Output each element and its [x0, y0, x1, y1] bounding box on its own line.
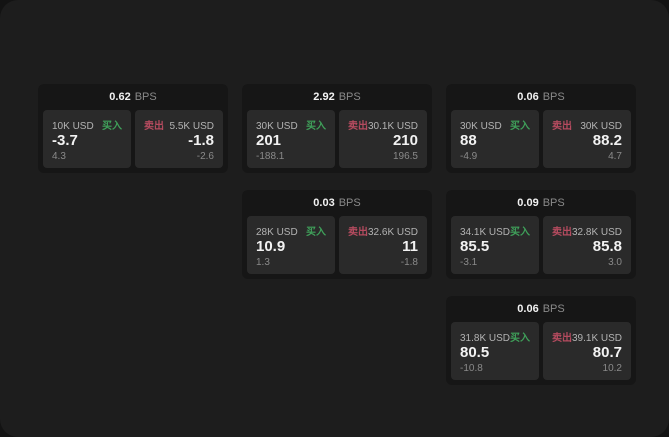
- buy-label: 买入: [510, 121, 530, 132]
- buy-amount: 30K USD: [256, 121, 298, 132]
- sell-amount: 32.8K USD: [571, 227, 623, 238]
- buy-sub-value: -3.1: [460, 257, 478, 268]
- bps-value: 0.06: [517, 303, 539, 315]
- buy-quote-tile[interactable]: 10K USD 买入 -3.7 4.3: [43, 110, 131, 168]
- sell-quote-tile[interactable]: 卖出 39.1K USD 80.7 10.2: [543, 322, 631, 380]
- card-header: 0.62 BPS: [38, 84, 228, 110]
- quote-card-2: 0.06 BPS 30K USD 买入 88 -4.9 卖出 30K USD: [446, 84, 636, 173]
- bps-value: 0.09: [517, 197, 539, 209]
- sell-label: 卖出: [552, 227, 572, 238]
- sell-label: 卖出: [348, 227, 368, 238]
- sell-sub-value: 196.5: [392, 151, 418, 162]
- sell-quote-tile[interactable]: 卖出 30K USD 88.2 4.7: [543, 110, 631, 168]
- sell-price: -1.8: [188, 132, 214, 150]
- buy-quote-tile[interactable]: 31.8K USD 买入 80.5 -10.8: [451, 322, 539, 380]
- buy-label: 买入: [102, 121, 122, 132]
- buy-sub-value: -188.1: [256, 151, 285, 162]
- buy-label: 买入: [306, 121, 326, 132]
- buy-quote-tile[interactable]: 34.1K USD 买入 85.5 -3.1: [451, 216, 539, 274]
- buy-price: 88: [460, 132, 477, 150]
- sell-sub-value: -1.8: [400, 257, 418, 268]
- sell-sub-value: 4.7: [608, 151, 622, 162]
- sell-amount: 32.6K USD: [367, 227, 419, 238]
- bps-unit: BPS: [542, 303, 565, 315]
- sell-price: 80.7: [592, 344, 622, 362]
- buy-price: -3.7: [52, 132, 78, 150]
- buy-price: 80.5: [460, 344, 490, 362]
- bps-value: 0.06: [517, 91, 539, 103]
- quote-card-5: 0.06 BPS 31.8K USD 买入 80.5 -10.8 卖出 39.1…: [446, 296, 636, 385]
- bps-unit: BPS: [134, 91, 157, 103]
- buy-amount: 10K USD: [52, 121, 94, 132]
- card-header: 0.09 BPS: [446, 190, 636, 216]
- sell-quote-tile[interactable]: 卖出 32.6K USD 11 -1.8: [339, 216, 427, 274]
- card-header: 0.06 BPS: [446, 296, 636, 322]
- buy-label: 买入: [510, 333, 531, 344]
- bps-unit: BPS: [542, 197, 565, 209]
- bps-unit: BPS: [338, 91, 361, 103]
- card-header: 0.03 BPS: [242, 190, 432, 216]
- buy-sub-value: -10.8: [460, 363, 483, 374]
- bps-unit: BPS: [542, 91, 565, 103]
- buy-sub-value: 1.3: [256, 257, 270, 268]
- quote-card-3: 0.03 BPS 28K USD 买入 10.9 1.3 卖出 32.6K US…: [242, 190, 432, 279]
- buy-quote-tile[interactable]: 30K USD 买入 201 -188.1: [247, 110, 335, 168]
- card-body: 31.8K USD 买入 80.5 -10.8 卖出 39.1K USD 80.…: [446, 322, 636, 385]
- buy-amount: 31.8K USD: [460, 333, 511, 344]
- bps-value: 2.92: [313, 91, 335, 103]
- quote-card-1: 2.92 BPS 30K USD 买入 201 -188.1 卖出 30.1K …: [242, 84, 432, 173]
- quote-grid: 0.62 BPS 10K USD 买入 -3.7 4.3 卖出 5.5K USD: [38, 84, 636, 385]
- sell-quote-tile[interactable]: 卖出 32.8K USD 85.8 3.0: [543, 216, 631, 274]
- buy-quote-tile[interactable]: 28K USD 买入 10.9 1.3: [247, 216, 335, 274]
- sell-sub-value: 10.2: [602, 363, 622, 374]
- sell-amount: 30K USD: [580, 121, 622, 132]
- sell-price: 88.2: [592, 132, 622, 150]
- sell-sub-value: 3.0: [608, 257, 622, 268]
- bps-value: 0.62: [109, 91, 131, 103]
- card-body: 10K USD 买入 -3.7 4.3 卖出 5.5K USD -1.8 -2.…: [38, 110, 228, 173]
- sell-quote-tile[interactable]: 卖出 5.5K USD -1.8 -2.6: [135, 110, 223, 168]
- quote-card-0: 0.62 BPS 10K USD 买入 -3.7 4.3 卖出 5.5K USD: [38, 84, 228, 173]
- sell-label: 卖出: [144, 121, 164, 132]
- card-header: 2.92 BPS: [242, 84, 432, 110]
- buy-price: 201: [256, 132, 282, 150]
- sell-label: 卖出: [552, 121, 572, 132]
- quote-card-4: 0.09 BPS 34.1K USD 买入 85.5 -3.1 卖出 32.8K…: [446, 190, 636, 279]
- buy-price: 85.5: [460, 238, 490, 256]
- buy-amount: 34.1K USD: [460, 227, 511, 238]
- sell-label: 卖出: [552, 333, 572, 344]
- sell-amount: 30.1K USD: [367, 121, 419, 132]
- sell-amount: 5.5K USD: [169, 121, 214, 132]
- sell-price: 11: [402, 238, 418, 256]
- sell-price: 210: [392, 132, 418, 150]
- sell-quote-tile[interactable]: 卖出 30.1K USD 210 196.5: [339, 110, 427, 168]
- buy-label: 买入: [510, 227, 531, 238]
- card-body: 34.1K USD 买入 85.5 -3.1 卖出 32.8K USD 85.8…: [446, 216, 636, 279]
- sell-sub-value: -2.6: [196, 151, 214, 162]
- buy-sub-value: 4.3: [52, 151, 66, 162]
- sell-amount: 39.1K USD: [571, 333, 623, 344]
- sell-price: 85.8: [592, 238, 622, 256]
- buy-amount: 28K USD: [256, 227, 298, 238]
- buy-amount: 30K USD: [460, 121, 502, 132]
- sell-label: 卖出: [348, 121, 368, 132]
- buy-sub-value: -4.9: [460, 151, 478, 162]
- card-header: 0.06 BPS: [446, 84, 636, 110]
- buy-quote-tile[interactable]: 30K USD 买入 88 -4.9: [451, 110, 539, 168]
- bps-value: 0.03: [313, 197, 335, 209]
- bps-unit: BPS: [338, 197, 361, 209]
- card-body: 30K USD 买入 201 -188.1 卖出 30.1K USD 210 1…: [242, 110, 432, 173]
- card-body: 28K USD 买入 10.9 1.3 卖出 32.6K USD 11 -1.8: [242, 216, 432, 279]
- buy-label: 买入: [306, 227, 326, 238]
- card-body: 30K USD 买入 88 -4.9 卖出 30K USD 88.2 4.7: [446, 110, 636, 173]
- buy-price: 10.9: [256, 238, 286, 256]
